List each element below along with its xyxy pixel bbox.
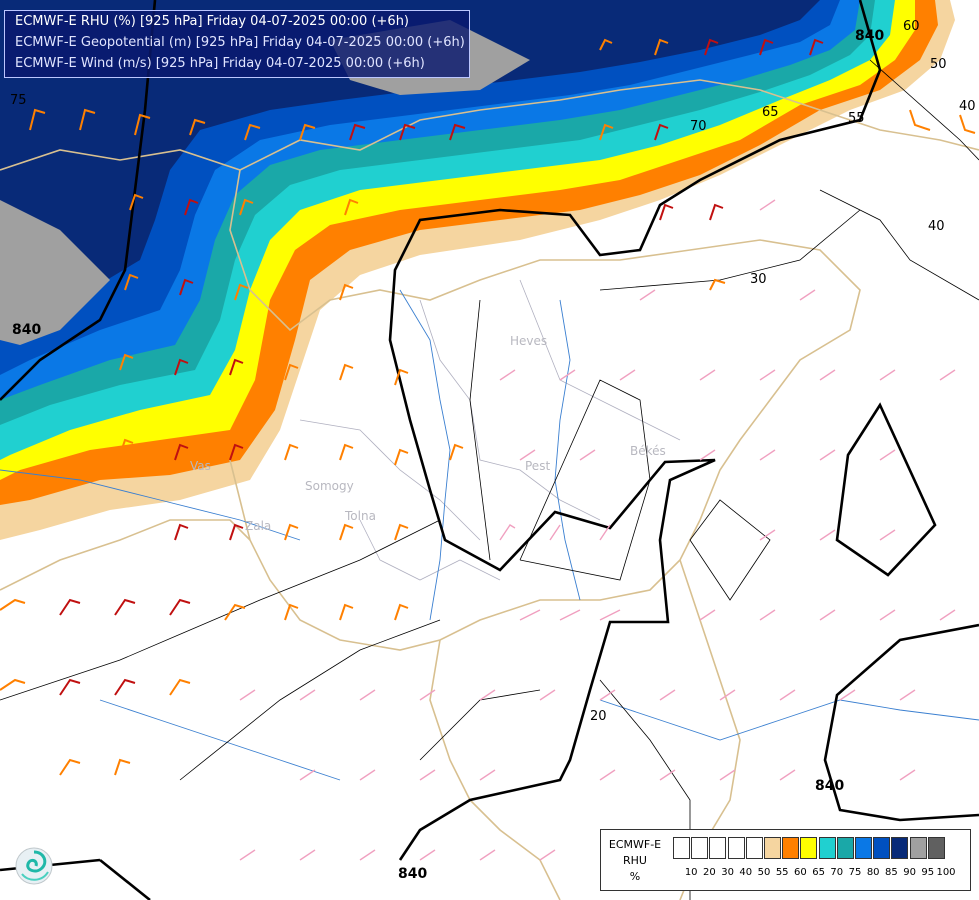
rhu-label: 20 (590, 709, 607, 724)
place-label: Heves (510, 334, 547, 348)
legend-swatch (909, 837, 927, 859)
legend-swatch (927, 837, 945, 859)
legend-tick: 10 (684, 867, 698, 878)
place-label-layer: Heves Pest Békés Vas Somogy Zala Tolna (190, 334, 666, 533)
legend-tick: 70 (830, 867, 844, 878)
place-label: Vas (190, 459, 211, 473)
geopotential-label: 840 (12, 322, 41, 338)
swirl-logo-icon (15, 847, 53, 885)
legend-swatch (818, 837, 836, 859)
legend-swatch (745, 837, 763, 859)
rhu-label: 55 (848, 111, 865, 126)
place-label: Békés (630, 444, 666, 458)
legend-swatch (782, 837, 800, 859)
legend-variable: RHU (623, 854, 647, 867)
legend-tick: 75 (848, 867, 862, 878)
legend-tick: 100 (936, 867, 956, 878)
legend-unit: % (629, 870, 641, 883)
rhu-label: 75 (10, 93, 27, 108)
title-box: ECMWF-E RHU (%) [925 hPa] Friday 04-07-2… (4, 10, 470, 78)
place-label: Tolna (344, 509, 376, 523)
county-lines (299, 279, 681, 581)
legend-tick: 95 (921, 867, 935, 878)
geopotential-label: 840 (815, 778, 844, 794)
rhu-label: 50 (930, 57, 947, 72)
geopotential-label: 840 (855, 28, 884, 44)
legend-swatch (855, 837, 872, 859)
legend-swatch (891, 837, 909, 859)
rhu-label: 70 (690, 119, 707, 134)
legend-model: ECMWF-E (608, 838, 662, 851)
legend-tick: 55 (775, 867, 789, 878)
geopotential-label: 840 (398, 866, 427, 882)
legend-swatch (873, 837, 891, 859)
legend-swatch (709, 837, 727, 859)
wind-barbs (0, 38, 976, 776)
rhu-label: 30 (750, 272, 767, 287)
rivers (0, 289, 979, 781)
legend-tick: 50 (757, 867, 771, 878)
legend-swatch (800, 837, 818, 859)
contour-label-layer: 75 70 65 60 55 50 40 40 30 20 (10, 19, 976, 724)
geopotential-title: ECMWF-E Geopotential (m) [925 hPa] Frida… (15, 35, 465, 50)
legend-swatch (673, 837, 690, 859)
legend-tick: 30 (721, 867, 734, 878)
rhu-title: ECMWF-E RHU (%) [925 hPa] Friday 04-07-2… (15, 14, 409, 29)
legend-swatch (836, 837, 854, 859)
rhu-label: 40 (928, 219, 945, 234)
geopotential-label-layer: 840 840 840 840 (12, 28, 884, 882)
rhu-label: 60 (903, 19, 920, 34)
legend-swatch (691, 837, 709, 859)
wind-title: ECMWF-E Wind (m/s) [925 hPa] Friday 04-0… (15, 56, 425, 71)
place-label: Zala (245, 519, 271, 533)
legend-tick: 60 (794, 867, 807, 878)
rhu-label: 40 (959, 99, 976, 114)
rhu-legend: ECMWF-E RHU % 10 20 30 40 50 55 60 65 70 75 80 85 90… (600, 829, 971, 891)
calm-barbs (239, 199, 956, 861)
place-label: Somogy (305, 479, 354, 493)
place-label: Pest (525, 459, 550, 473)
legend-tick: 85 (885, 867, 898, 878)
legend-tick: 80 (866, 867, 880, 878)
legend-swatch (727, 837, 745, 859)
legend-tick: 90 (903, 867, 916, 878)
legend-tick: 65 (812, 867, 825, 878)
legend-tick: 20 (703, 867, 716, 878)
legend-swatch (764, 837, 781, 859)
legend-tick: 40 (739, 867, 753, 878)
rhu-label: 65 (762, 105, 779, 120)
